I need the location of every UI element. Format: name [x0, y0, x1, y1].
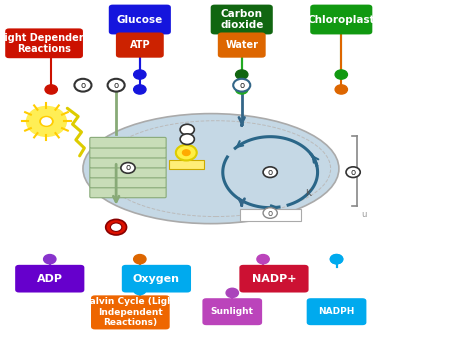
Circle shape: [182, 150, 190, 155]
FancyBboxPatch shape: [169, 160, 204, 169]
FancyBboxPatch shape: [239, 265, 309, 293]
Circle shape: [263, 167, 277, 178]
Circle shape: [180, 124, 194, 135]
Circle shape: [108, 79, 125, 92]
Circle shape: [121, 163, 135, 173]
Text: o: o: [239, 81, 244, 90]
Text: ATP: ATP: [129, 40, 150, 50]
Circle shape: [335, 70, 347, 79]
Text: Carbon
dioxide: Carbon dioxide: [220, 9, 264, 30]
Text: Oxygen: Oxygen: [133, 274, 180, 284]
Circle shape: [346, 167, 360, 178]
FancyBboxPatch shape: [218, 32, 265, 58]
Circle shape: [236, 85, 248, 94]
Circle shape: [134, 70, 146, 79]
Circle shape: [236, 70, 248, 79]
Text: o: o: [268, 168, 273, 177]
Circle shape: [330, 255, 343, 264]
Text: o: o: [114, 81, 118, 90]
Text: NADP+: NADP+: [252, 274, 296, 284]
Text: NADPH: NADPH: [319, 307, 355, 316]
Circle shape: [42, 118, 51, 125]
Circle shape: [45, 85, 57, 94]
Circle shape: [40, 116, 53, 126]
Circle shape: [106, 219, 127, 235]
Text: ADP: ADP: [37, 274, 63, 284]
FancyBboxPatch shape: [90, 167, 166, 178]
Text: Light Dependent
Reactions: Light Dependent Reactions: [0, 33, 90, 54]
Circle shape: [44, 255, 56, 264]
FancyBboxPatch shape: [202, 298, 262, 325]
Circle shape: [330, 255, 343, 264]
FancyBboxPatch shape: [210, 5, 273, 34]
Circle shape: [134, 255, 146, 264]
Text: o: o: [126, 163, 130, 173]
Text: o: o: [351, 168, 356, 177]
Circle shape: [257, 255, 269, 264]
Circle shape: [226, 288, 238, 297]
FancyBboxPatch shape: [307, 298, 366, 325]
FancyBboxPatch shape: [90, 187, 166, 198]
Circle shape: [335, 85, 347, 94]
Text: o: o: [81, 81, 85, 90]
FancyBboxPatch shape: [5, 28, 83, 58]
Circle shape: [180, 134, 194, 144]
FancyBboxPatch shape: [310, 5, 373, 34]
Circle shape: [176, 145, 197, 160]
Text: Water: Water: [225, 40, 258, 50]
FancyBboxPatch shape: [91, 295, 170, 329]
FancyBboxPatch shape: [122, 265, 191, 293]
FancyBboxPatch shape: [240, 209, 301, 221]
Text: Chloroplast: Chloroplast: [308, 15, 375, 24]
Circle shape: [74, 79, 91, 92]
FancyBboxPatch shape: [90, 157, 166, 168]
Text: Glucose: Glucose: [117, 15, 163, 24]
Circle shape: [233, 79, 250, 92]
Text: Calvin Cycle (Light
Independent
Reactions): Calvin Cycle (Light Independent Reaction…: [83, 297, 178, 327]
Circle shape: [27, 106, 66, 136]
FancyBboxPatch shape: [116, 32, 164, 58]
Circle shape: [110, 223, 122, 231]
Text: K: K: [305, 189, 311, 198]
Circle shape: [134, 285, 146, 295]
Text: u: u: [361, 210, 366, 219]
Circle shape: [134, 85, 146, 94]
Circle shape: [263, 208, 277, 218]
FancyBboxPatch shape: [15, 265, 84, 293]
Text: o: o: [268, 208, 273, 218]
Text: Sunlight: Sunlight: [211, 307, 254, 316]
FancyBboxPatch shape: [90, 137, 166, 148]
FancyBboxPatch shape: [90, 147, 166, 158]
FancyBboxPatch shape: [109, 5, 171, 34]
FancyBboxPatch shape: [90, 177, 166, 188]
Ellipse shape: [83, 114, 339, 224]
